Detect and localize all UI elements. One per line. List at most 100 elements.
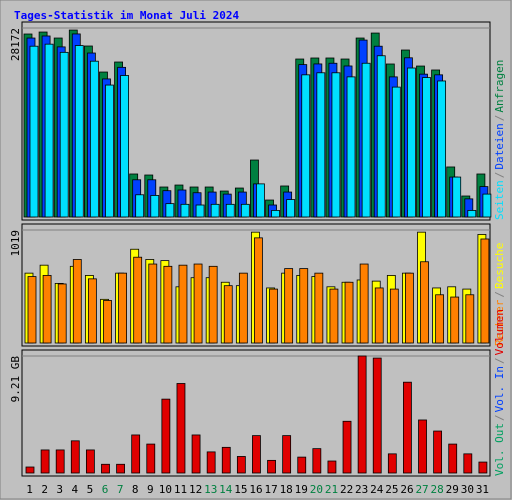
legend-separator: / [493,357,506,364]
legend-separator: / [493,291,506,298]
x-tick-label: 21 [325,483,338,496]
bar [27,276,37,344]
bar [208,265,218,344]
bar [480,238,490,344]
bar [72,259,82,344]
x-tick-label: 28 [431,483,444,496]
legend-entry: Rechner [493,299,506,346]
bar [180,203,190,218]
x-tick-label: 16 [249,483,262,496]
bar [85,449,95,474]
bar [448,443,458,474]
bar [357,355,367,474]
bar [465,294,475,344]
bar [282,435,292,474]
bar [178,264,188,344]
x-tick-label: 29 [446,483,459,496]
x-tick-label: 7 [117,483,124,496]
bar [101,463,110,474]
bar [223,285,233,344]
bar [120,75,129,218]
legend-separator: / [493,414,506,421]
x-tick-label: 22 [340,483,353,496]
bar [346,76,356,218]
legend: Rechner/ Besuche [493,243,506,346]
x-tick-label: 11 [174,483,187,496]
legend: Seiten/Dateien/Anfragen [493,60,506,220]
y-tick-label: 9.21 GB [9,356,22,403]
bar [314,272,324,344]
bar [405,272,414,344]
bar [422,77,431,218]
bar [133,256,143,344]
bar [316,72,326,218]
legend-entry: Seiten [493,180,506,220]
bar [135,194,145,218]
bar [161,398,171,474]
bar [327,460,337,474]
bar [254,237,263,344]
legend: Vol. Out / Vol. In / Volumen [493,309,506,476]
bar [450,296,460,344]
bar [89,60,99,218]
bar [131,434,141,474]
x-tick-label: 31 [476,483,489,496]
bar [359,263,369,344]
bar [40,449,50,474]
bar [361,62,371,218]
bar [269,288,278,344]
bar [148,263,158,344]
bar [118,272,127,344]
bar [299,268,309,344]
bar [59,51,69,218]
x-tick-label: 5 [87,483,94,496]
bar [435,294,445,344]
x-tick-label: 20 [310,483,323,496]
bar [42,275,52,344]
x-tick-label: 2 [41,483,48,496]
bar [372,357,382,474]
x-tick-label: 1 [26,483,33,496]
bar [403,381,412,474]
x-tick-label: 19 [295,483,308,496]
x-tick-label: 9 [147,483,154,496]
bar [252,435,261,474]
bar [146,443,156,474]
legend-separator: / [493,115,506,122]
bar [87,278,97,344]
bar [195,204,205,218]
y-tick-label: 1019 [9,230,22,257]
bar [389,288,399,344]
bar [103,300,112,344]
x-tick-label: 18 [280,483,293,496]
bar [463,453,473,474]
bar [116,463,125,474]
x-tick-label: 24 [370,483,384,496]
bar [165,203,175,218]
bar [267,459,276,474]
bar [331,72,341,218]
x-tick-label: 13 [204,483,217,496]
bar [221,446,231,474]
bar [374,287,384,344]
x-tick-label: 4 [72,483,79,496]
bar [433,430,443,474]
bar [407,67,416,218]
bar [271,210,280,218]
bar [312,448,322,474]
x-tick-label: 26 [400,483,413,496]
x-tick-label: 3 [56,483,63,496]
legend-entry: Vol. In [493,366,506,412]
bar [418,419,427,474]
x-tick-label: 25 [385,483,398,496]
x-tick-label: 10 [159,483,172,496]
bar [25,466,35,474]
bar [344,281,354,344]
x-tick-label: 17 [264,483,277,496]
bar [467,210,477,218]
bar [238,272,248,344]
bar [163,265,173,344]
bar [55,449,65,474]
x-tick-label: 12 [189,483,202,496]
bar [297,456,307,474]
